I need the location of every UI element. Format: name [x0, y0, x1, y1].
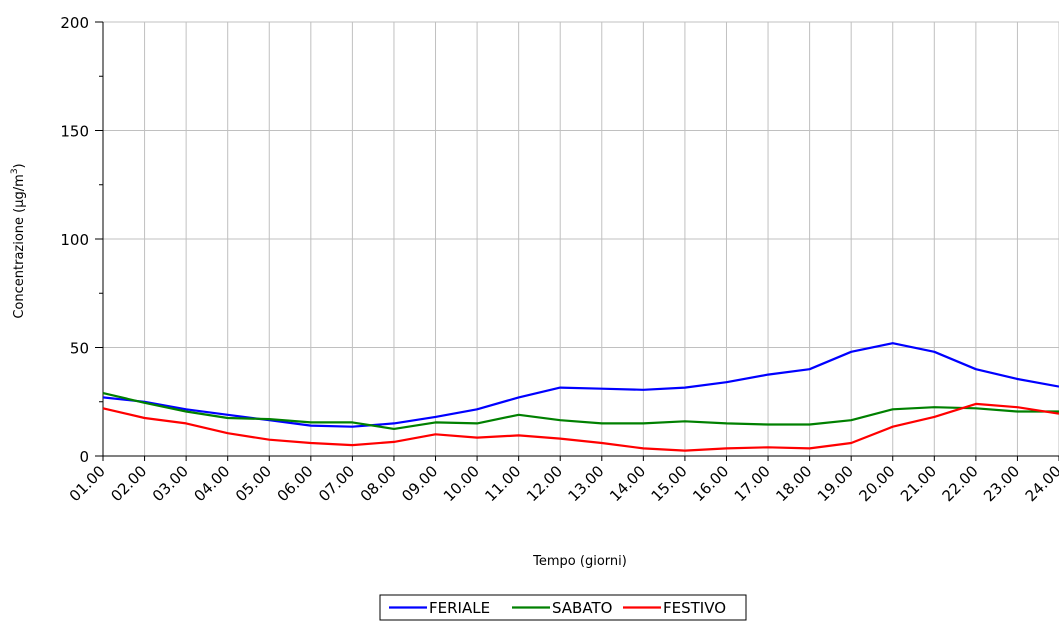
legend-label: SABATO	[552, 599, 612, 617]
axes	[95, 21, 1059, 461]
x-tick-label: 14.00	[606, 462, 649, 505]
series-lines	[102, 342, 1059, 452]
legend: FERIALE SABATO FESTIVO	[379, 594, 747, 621]
legend-label: FERIALE	[429, 599, 490, 617]
x-tick-label: 03.00	[149, 462, 192, 505]
y-axis-title: Concentrazione (µg/m3)	[10, 163, 27, 318]
legend-box	[379, 594, 747, 621]
gridlines	[103, 21, 1059, 456]
x-tick-label: 15.00	[648, 462, 691, 505]
x-tick-label: 21.00	[897, 462, 940, 505]
x-tick-label: 19.00	[814, 462, 857, 505]
y-axis-title-end: )	[12, 163, 27, 168]
y-tick-label: 50	[70, 340, 89, 358]
y-axis-title-superscript: 3	[10, 168, 20, 174]
y-tick-label: 0	[79, 448, 89, 466]
series-line-sabato	[102, 392, 1059, 430]
legend-label: FESTIVO	[663, 599, 726, 617]
x-tick-label: 08.00	[357, 462, 400, 505]
x-tick-label: 13.00	[565, 462, 608, 505]
x-tick-label: 11.00	[481, 462, 524, 505]
x-tick-label: 17.00	[731, 462, 774, 505]
x-tick-label: 04.00	[190, 462, 233, 505]
x-tick-label: 23.00	[980, 462, 1023, 505]
y-tick-labels: 0 50 100 150 200	[60, 14, 89, 466]
y-tick-label: 150	[60, 123, 89, 141]
series-line-festivo	[102, 402, 1059, 452]
y-axis-title-main: Concentrazione (µg/m	[12, 174, 27, 318]
x-tick-label: 05.00	[232, 462, 275, 505]
x-axis-title: Tempo (giorni)	[532, 554, 627, 569]
x-tick-label: 22.00	[939, 462, 982, 505]
x-tick-label: 01.00	[66, 462, 109, 505]
x-tick-label: 12.00	[523, 462, 566, 505]
y-tick-label: 200	[60, 14, 89, 32]
x-tick-labels: 01.0002.0003.0004.0005.0006.0007.0008.00…	[66, 462, 1059, 505]
x-tick-label: 18.00	[772, 462, 815, 505]
series-line-feriale	[102, 342, 1059, 428]
x-tick-label: 06.00	[274, 462, 317, 505]
x-tick-label: 09.00	[398, 462, 441, 505]
x-tick-label: 16.00	[689, 462, 732, 505]
x-tick-label: 20.00	[855, 462, 898, 505]
x-tick-label: 02.00	[107, 462, 150, 505]
x-tick-label: 24.00	[1022, 462, 1059, 505]
y-tick-label: 100	[60, 231, 89, 249]
x-tick-label: 07.00	[315, 462, 358, 505]
x-tick-label: 10.00	[440, 462, 483, 505]
